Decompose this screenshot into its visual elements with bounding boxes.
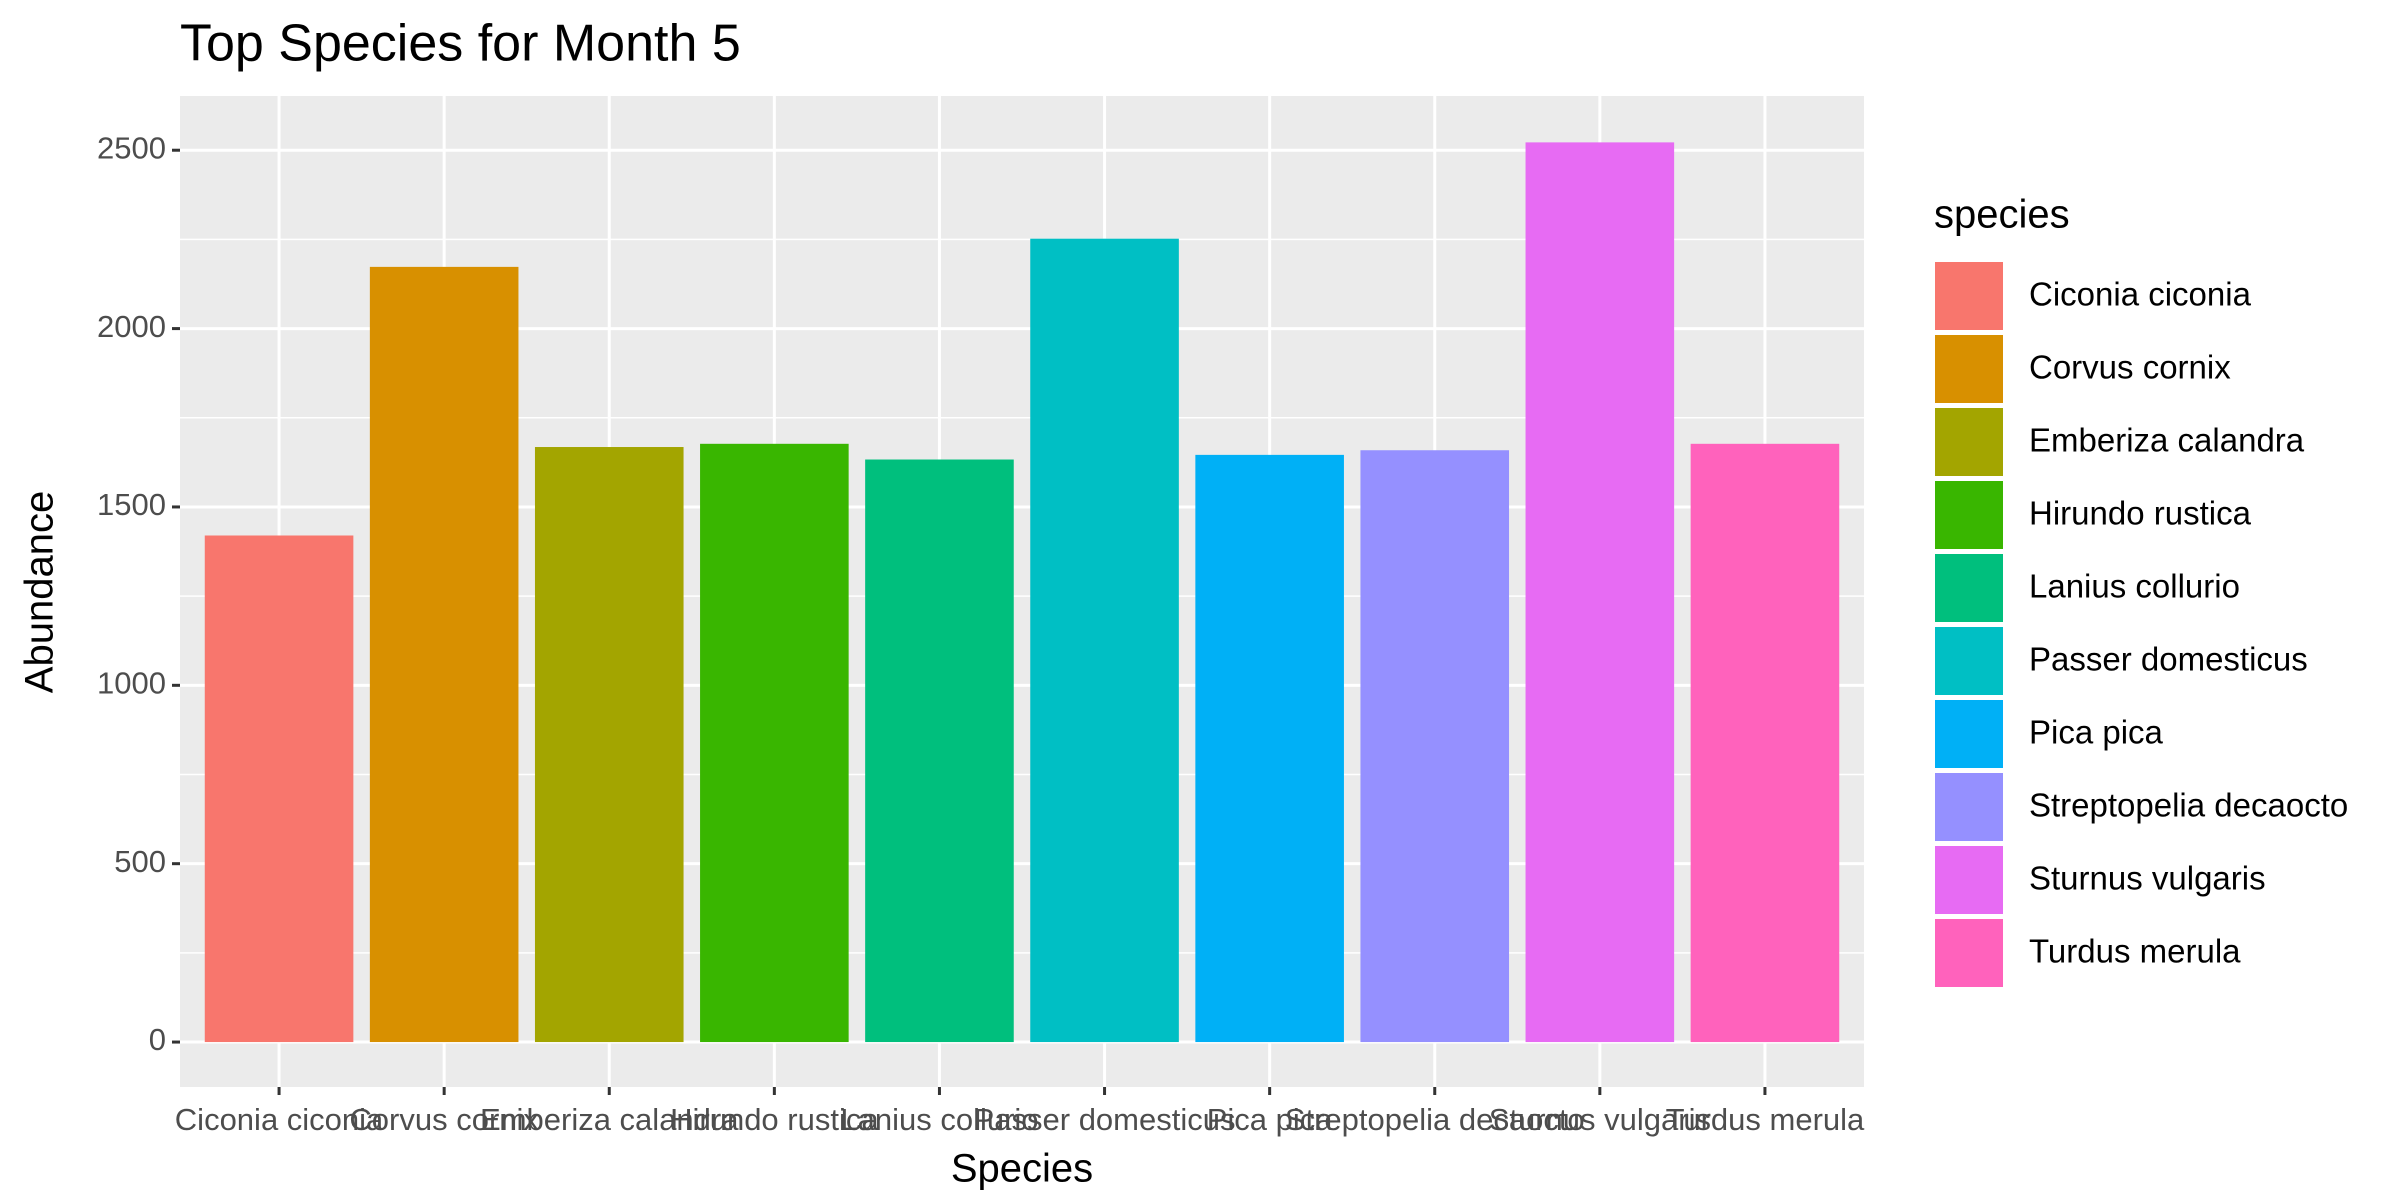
x-tick-label: Pica pica <box>1207 1102 1334 1137</box>
legend-key <box>1933 552 2005 624</box>
legend-label: Pica pica <box>2029 714 2164 751</box>
legend-key <box>1933 698 2005 770</box>
bar <box>1690 443 1840 1043</box>
bar <box>204 535 354 1043</box>
bar <box>700 443 849 1043</box>
legend-label: Streptopelia decaocto <box>2029 787 2348 824</box>
legend-label: Hirundo rustica <box>2029 495 2252 532</box>
legend-key <box>1933 479 2005 551</box>
bar <box>1195 454 1344 1043</box>
x-tick-label: Sturnus vulgaris <box>1489 1102 1711 1137</box>
legend-label: Emberiza calandra <box>2029 422 2305 459</box>
legend-key <box>1933 771 2005 843</box>
x-tick-label: Hirundo rustica <box>670 1102 879 1137</box>
legend-key <box>1933 406 2005 478</box>
bar <box>1360 450 1510 1043</box>
legend-title: species <box>1934 193 2070 237</box>
y-tick-label: 2500 <box>97 130 166 165</box>
y-tick-label: 500 <box>114 844 166 879</box>
x-axis-title: Species <box>951 1147 1093 1191</box>
legend-label: Passer domesticus <box>2029 641 2308 678</box>
bar <box>1030 238 1179 1043</box>
legend-key <box>1933 844 2005 916</box>
legend-label: Ciconia ciconia <box>2029 276 2252 313</box>
legend-label: Sturnus vulgaris <box>2029 860 2266 897</box>
x-tick-label: Ciconia ciconia <box>175 1102 384 1137</box>
x-tick-label: Streptopelia decaocto <box>1285 1102 1585 1137</box>
legend-key <box>1933 260 2005 332</box>
bar <box>865 459 1014 1043</box>
x-tick-label: Lanius collurio <box>840 1102 1038 1137</box>
bar <box>534 447 684 1043</box>
y-tick-label: 0 <box>149 1022 166 1057</box>
legend-key <box>1933 917 2005 989</box>
y-axis-title: Abundance <box>18 491 62 693</box>
x-tick-label: Corvus cornix <box>349 1102 539 1137</box>
x-tick-label: Turdus merula <box>1666 1102 1865 1137</box>
chart-title: Top Species for Month 5 <box>180 15 741 73</box>
bar <box>1525 142 1675 1043</box>
x-tick-label: Emberiza calandra <box>480 1102 739 1137</box>
legend-label: Corvus cornix <box>2029 349 2231 386</box>
legend-label: Turdus merula <box>2029 933 2241 970</box>
y-tick-label: 1500 <box>97 487 166 522</box>
legend-label: Lanius collurio <box>2029 568 2240 605</box>
legend-key <box>1933 625 2005 697</box>
bar <box>369 266 519 1043</box>
y-tick-label: 1000 <box>97 666 166 701</box>
legend-key <box>1933 333 2005 405</box>
x-tick-label: Passer domesticus <box>974 1102 1236 1137</box>
y-tick-label: 2000 <box>97 309 166 344</box>
